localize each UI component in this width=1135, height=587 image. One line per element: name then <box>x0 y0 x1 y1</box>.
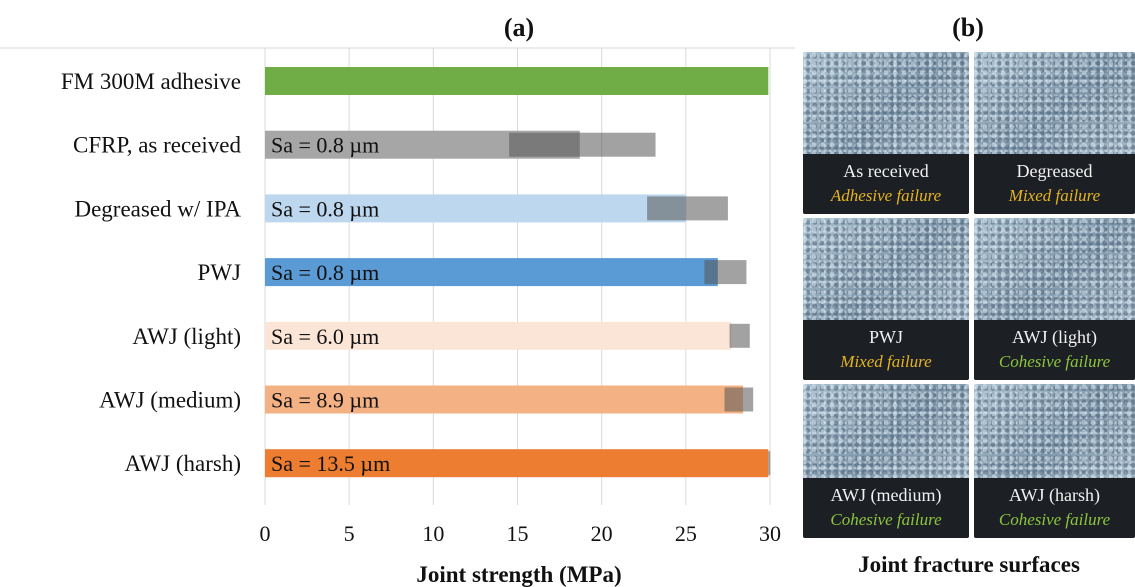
bar <box>265 258 718 287</box>
error-band <box>724 387 754 412</box>
error-band <box>704 260 747 285</box>
x-tick-label: 5 <box>344 521 355 546</box>
x-tick-label: 30 <box>759 521 781 546</box>
photo-name: AWJ (harsh) <box>1008 485 1101 505</box>
category-label: AWJ (harsh) <box>125 451 241 476</box>
category-label: AWJ (light) <box>132 324 241 349</box>
photo-failure-mode: Cohesive failure <box>998 510 1111 529</box>
bar-value-label: Sa = 6.0 µm <box>271 324 379 349</box>
bar-value-label: Sa = 0.8 µm <box>271 133 379 158</box>
photo-name: Degreased <box>1016 161 1093 181</box>
bar-value-label: Sa = 0.8 µm <box>271 196 379 221</box>
photo-name: As received <box>843 161 929 181</box>
photo-failure-mode: Mixed failure <box>1008 186 1101 205</box>
fracture-panel-caption: Joint fracture surfaces <box>858 552 1080 577</box>
photo-caption-band <box>803 320 969 380</box>
x-axis-title: Joint strength (MPa) <box>416 562 621 587</box>
photo-failure-mode: Adhesive failure <box>830 186 942 205</box>
photo-caption-band <box>974 478 1135 538</box>
x-tick-label: 20 <box>591 521 613 546</box>
fracture-photo-pwj: PWJ Mixed failure <box>803 218 969 380</box>
joint-strength-chart: (a) 0 5 10 15 20 25 30 FM 300M adhesive CFRP, as… <box>0 13 795 587</box>
bar <box>265 385 744 414</box>
bar <box>265 194 686 223</box>
photo-name: AWJ (light) <box>1011 327 1098 347</box>
photo-failure-mode: Cohesive failure <box>830 510 942 529</box>
panel-b-label: (b) <box>952 13 984 42</box>
fracture-photo-degreased: Degreased Mixed failure <box>974 52 1135 214</box>
x-tick-label: 25 <box>675 521 697 546</box>
category-label: AWJ (medium) <box>99 388 241 413</box>
category-label: PWJ <box>198 260 242 285</box>
bar-value-label: Sa = 13.5 µm <box>271 451 390 476</box>
photo-caption-band <box>974 154 1135 214</box>
bars <box>265 67 771 478</box>
error-band <box>647 196 728 221</box>
category-label: Degreased w/ IPA <box>74 196 241 221</box>
category-label: FM 300M adhesive <box>61 69 241 94</box>
error-band <box>768 451 771 476</box>
photo-failure-mode: Mixed failure <box>840 352 932 371</box>
photo-name: PWJ <box>868 327 903 347</box>
bar-value-label: Sa = 0.8 µm <box>271 260 379 285</box>
bar <box>265 321 732 350</box>
error-band <box>509 132 656 157</box>
fracture-photo-as-received: As received Adhesive failure <box>803 52 969 214</box>
bar <box>265 449 769 478</box>
panel-a-label: (a) <box>504 13 534 42</box>
photo-caption-band <box>803 154 969 214</box>
labels: 0 5 10 15 20 25 30 FM 300M adhesive CFRP, as rec… <box>61 69 781 546</box>
photo-failure-mode: Cohesive failure <box>998 352 1111 371</box>
photo-name: AWJ (medium) <box>830 485 942 505</box>
photo-caption-band <box>803 478 969 538</box>
photo-caption-band <box>974 320 1135 380</box>
x-tick-label: 0 <box>260 521 271 546</box>
error-band <box>729 323 750 348</box>
fracture-photo-grid: As received Adhesive failure Degreased M… <box>801 52 1135 538</box>
bar <box>265 67 769 95</box>
x-tick-label: 15 <box>507 521 529 546</box>
fracture-photo-awj-harsh: AWJ (harsh) Cohesive failure <box>974 384 1135 538</box>
fracture-photo-awj-light: AWJ (light) Cohesive failure <box>974 218 1135 380</box>
category-label: CFRP, as received <box>73 133 242 158</box>
panel-b-header: (b) <box>952 13 984 42</box>
fracture-photo-awj-medium: AWJ (medium) Cohesive failure <box>803 384 969 538</box>
bar-value-label: Sa = 8.9 µm <box>271 388 379 413</box>
x-tick-label: 10 <box>422 521 444 546</box>
